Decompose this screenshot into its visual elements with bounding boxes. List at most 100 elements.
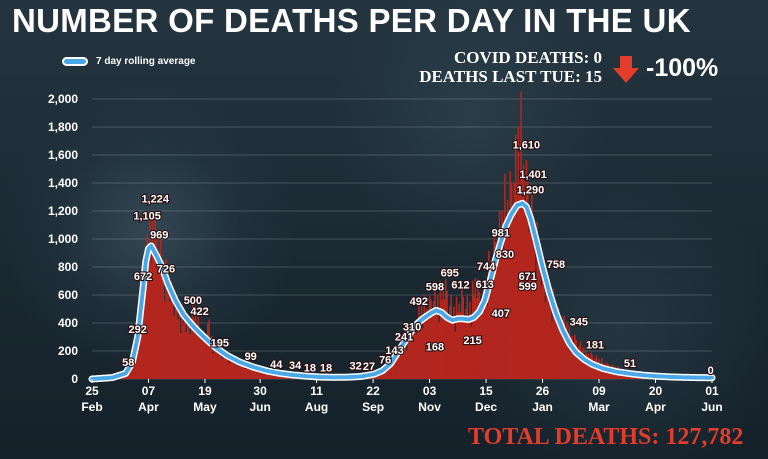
x-tick-month: Dec <box>475 400 497 414</box>
daily-deaths-bar <box>136 345 139 379</box>
daily-deaths-bar <box>539 262 541 379</box>
daily-deaths-bar <box>414 325 416 379</box>
daily-deaths-bar <box>561 324 564 379</box>
data-label: 422 <box>190 306 208 318</box>
daily-deaths-bar <box>506 200 509 379</box>
daily-deaths-bar <box>245 362 248 379</box>
data-label: 830 <box>496 249 514 261</box>
daily-deaths-bar <box>439 280 442 379</box>
x-tick-day: 11 <box>310 384 323 398</box>
x-tick-month: Jun <box>249 400 270 414</box>
daily-deaths-bar <box>213 339 216 379</box>
daily-deaths-bar <box>212 353 214 379</box>
data-label: 168 <box>426 341 444 353</box>
daily-deaths-bar <box>210 335 213 379</box>
daily-deaths-bar <box>209 338 212 379</box>
data-label: 0 <box>708 365 714 377</box>
data-label: 18 <box>320 362 332 374</box>
daily-deaths-bar <box>163 301 166 379</box>
daily-deaths-bar <box>470 326 473 379</box>
daily-deaths-bar <box>502 258 505 379</box>
daily-deaths-bar <box>255 369 257 379</box>
daily-deaths-bar <box>529 209 532 379</box>
x-tick-month: Jan <box>532 400 553 414</box>
daily-deaths-bar <box>189 334 192 379</box>
daily-deaths-bar <box>166 289 169 379</box>
x-tick-month: Apr <box>138 400 159 414</box>
daily-deaths-bars <box>92 91 712 380</box>
data-label: 18 <box>304 362 316 374</box>
daily-deaths-bar <box>451 316 454 379</box>
daily-deaths-bar <box>150 263 153 379</box>
daily-deaths-bar <box>436 295 439 379</box>
daily-deaths-bar <box>389 366 392 379</box>
daily-deaths-bar <box>145 273 147 379</box>
daily-deaths-bar <box>194 310 197 379</box>
daily-deaths-bar <box>153 248 155 379</box>
daily-deaths-bar <box>141 315 143 379</box>
y-tick-label: 2,000 <box>48 92 78 106</box>
data-label: 981 <box>492 228 510 240</box>
percent-change: -100% <box>646 54 719 82</box>
daily-deaths-bar <box>446 291 448 379</box>
daily-deaths-bar <box>404 338 407 379</box>
daily-deaths-bar <box>427 317 430 379</box>
data-label: 599 <box>519 281 537 293</box>
daily-deaths-bar <box>568 322 571 379</box>
daily-deaths-bar <box>165 259 167 379</box>
data-label: 1,401 <box>519 169 547 181</box>
daily-deaths-bar <box>556 323 559 379</box>
daily-deaths-bar <box>424 314 427 379</box>
daily-deaths-bar <box>186 319 189 379</box>
daily-deaths-bar <box>548 304 551 379</box>
daily-deaths-bar <box>392 361 395 379</box>
daily-deaths-bar <box>547 277 549 379</box>
daily-deaths-bar <box>204 337 206 379</box>
daily-deaths-bar <box>131 366 134 379</box>
daily-deaths-bar <box>571 335 573 379</box>
rolling-average-line <box>88 199 716 383</box>
daily-deaths-bar <box>575 339 578 379</box>
daily-deaths-bar <box>517 126 520 380</box>
data-label: 744 <box>477 261 496 273</box>
daily-deaths-bar <box>251 366 253 379</box>
x-tick-day: 01 <box>705 384 719 398</box>
data-label: 76 <box>379 354 391 366</box>
data-label: 99 <box>245 351 257 363</box>
daily-deaths-bar <box>463 317 466 379</box>
data-label: 32 <box>349 361 361 373</box>
daily-deaths-bar <box>159 239 162 379</box>
data-label: 44 <box>270 359 283 371</box>
daily-deaths-bar <box>483 305 486 379</box>
daily-deaths-bar <box>469 301 471 379</box>
daily-deaths-bar <box>494 241 497 379</box>
daily-deaths-bar <box>543 276 545 379</box>
x-tick-day: 26 <box>536 384 550 398</box>
daily-deaths-bar <box>496 268 498 379</box>
daily-deaths-bar <box>235 360 237 379</box>
daily-deaths-bar <box>162 260 165 379</box>
daily-deaths-bar <box>535 278 537 379</box>
daily-deaths-bar <box>545 291 548 379</box>
daily-deaths-bar <box>221 358 224 379</box>
daily-deaths-bar <box>409 334 412 379</box>
daily-deaths-bar <box>263 372 265 379</box>
y-tick-label: 1,800 <box>48 120 78 134</box>
daily-deaths-bar <box>196 335 198 379</box>
daily-deaths-bar <box>198 333 201 379</box>
daily-deaths-bar <box>596 361 599 379</box>
daily-deaths-bar <box>583 358 586 379</box>
daily-deaths-bar <box>536 221 539 379</box>
daily-deaths-bar <box>267 371 270 379</box>
daily-deaths-bar <box>453 306 455 379</box>
daily-deaths-bar <box>487 250 490 379</box>
daily-deaths-bar <box>510 182 513 379</box>
daily-deaths-bar <box>407 329 409 379</box>
daily-deaths-bar <box>217 354 220 379</box>
daily-deaths-bar <box>478 292 481 379</box>
daily-deaths-bar <box>157 273 159 379</box>
daily-deaths-bar <box>202 331 205 379</box>
y-axis-ticks: 0 200 400 600 800 1,000 1,200 1,400 1,600 1,800 2,… <box>48 92 78 386</box>
daily-deaths-bar <box>526 183 529 379</box>
daily-deaths-bar <box>549 291 552 379</box>
